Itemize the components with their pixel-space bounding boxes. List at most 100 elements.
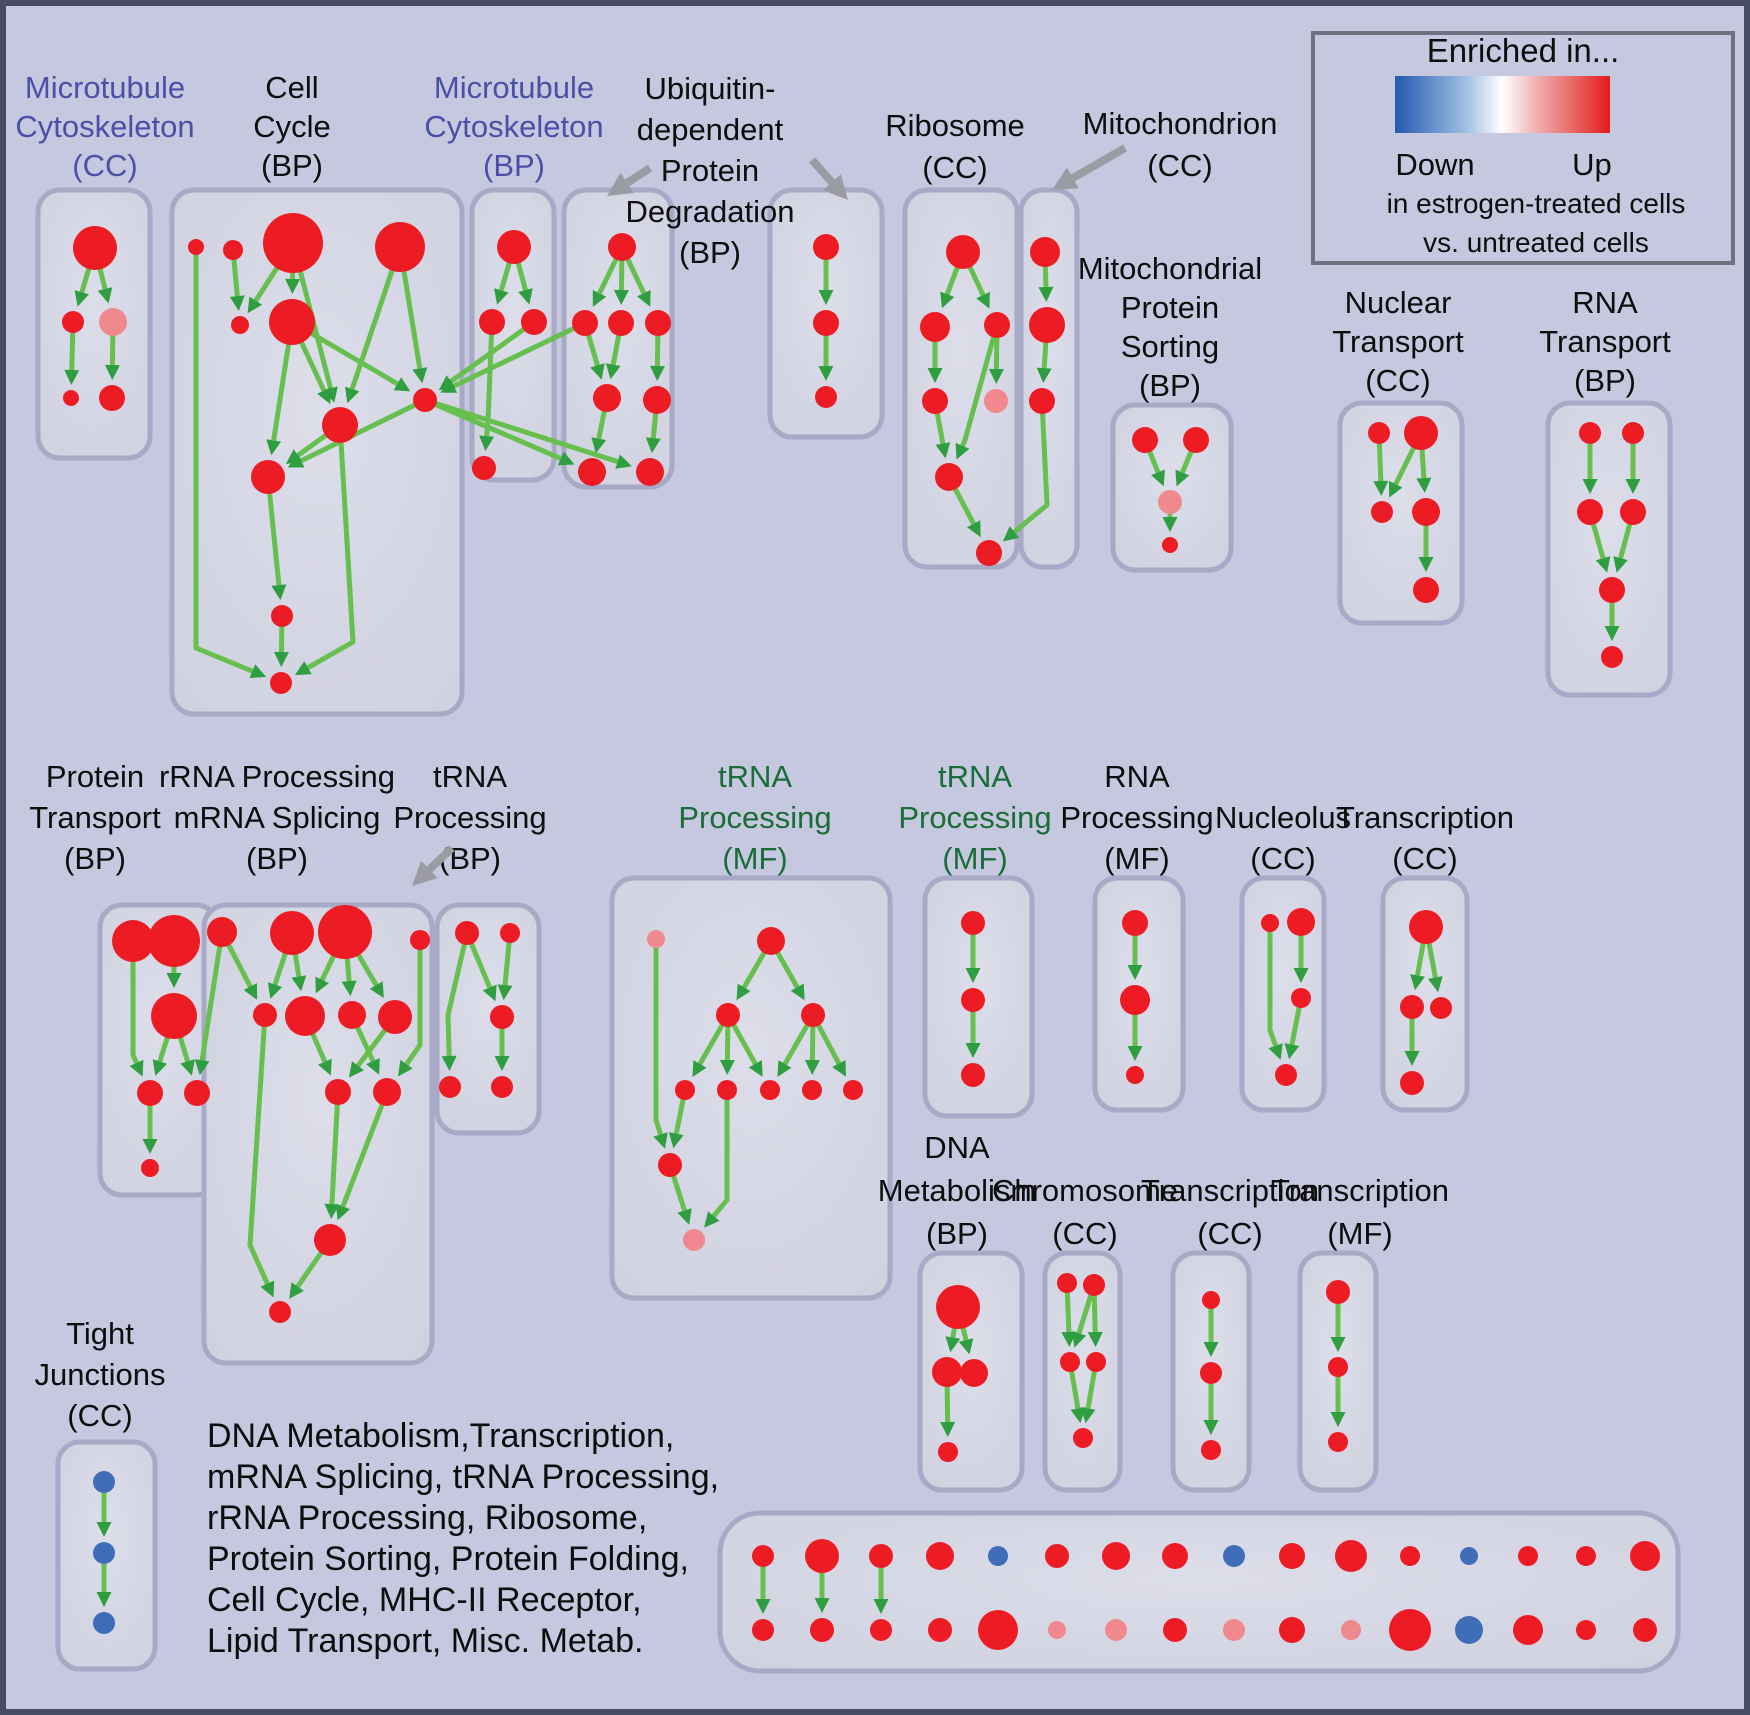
cluster-box-trna-processing-bp xyxy=(434,902,542,1136)
edge-arrow-head xyxy=(289,1282,304,1299)
go-term-node xyxy=(500,923,520,943)
note-text-line: Protein Sorting, Protein Folding, xyxy=(207,1540,689,1578)
edge-arrow-head xyxy=(1595,556,1611,573)
go-term-node xyxy=(636,458,664,486)
go-term-node xyxy=(572,310,598,336)
go-term-node xyxy=(62,311,84,333)
go-term-node xyxy=(479,309,505,335)
edge-arrow xyxy=(340,1091,390,1208)
go-term-node xyxy=(413,388,437,412)
edge-arrow-head xyxy=(965,968,981,983)
cluster-label: Mitochondrion xyxy=(1083,106,1278,141)
edge-arrow-head xyxy=(479,435,495,452)
go-term-node xyxy=(716,1003,740,1027)
strip-node-top xyxy=(869,1544,893,1568)
legend-title: Enriched in... xyxy=(1427,32,1620,69)
cluster-label: Ubiquitin- xyxy=(645,71,776,106)
go-term-node xyxy=(1328,1432,1348,1452)
edge-arrow-head xyxy=(940,1421,956,1438)
note-text-line: Lipid Transport, Misc. Metab. xyxy=(207,1622,644,1660)
go-term-node xyxy=(1158,490,1182,514)
cluster-label: Processing xyxy=(898,800,1051,835)
edge-arrow-head xyxy=(1036,367,1052,384)
edge-arrow-head xyxy=(260,1280,275,1298)
edge-arrow-head xyxy=(1080,1407,1096,1424)
strip-node-top xyxy=(1279,1543,1305,1569)
edge-arrow xyxy=(445,932,470,1057)
go-term-node xyxy=(1404,416,1438,450)
go-term-node xyxy=(932,1357,962,1387)
go-term-node xyxy=(1275,1064,1297,1086)
cluster-box-nuclear-transport-cc xyxy=(1337,400,1465,626)
edge-arrow-head xyxy=(653,1132,668,1149)
go-term-node xyxy=(717,1080,737,1100)
cluster-label: Processing xyxy=(393,800,546,835)
go-term-node xyxy=(961,911,985,935)
label-callout-arrow-head xyxy=(1052,167,1079,190)
cluster-label: Cycle xyxy=(253,109,331,144)
cluster-label: Transcription xyxy=(1141,1173,1319,1208)
cluster-label: mRNA Splicing xyxy=(174,800,381,835)
edge-arrow-head xyxy=(494,1056,510,1071)
go-term-node xyxy=(1202,1291,1220,1309)
go-term-node xyxy=(675,1080,695,1100)
edge-arrow-head xyxy=(366,1057,380,1075)
go-term-node xyxy=(1599,577,1625,603)
go-term-node xyxy=(1183,427,1209,453)
cluster-label: (CC) xyxy=(1392,841,1457,876)
strip-node-top xyxy=(988,1546,1008,1566)
cross-cluster-edge-arrow-head xyxy=(1002,526,1020,542)
edge-arrow-head xyxy=(494,288,509,305)
go-term-node xyxy=(410,930,430,950)
edge-arrow-head xyxy=(1373,480,1389,497)
edge-arrow-head xyxy=(341,980,357,997)
cluster-label: (CC) xyxy=(1197,1216,1262,1251)
note-text-line: mRNA Splicing, tRNA Processing, xyxy=(207,1458,719,1496)
cluster-label: Transport xyxy=(1539,324,1671,359)
go-term-node xyxy=(137,1080,163,1106)
strip-node-bottom xyxy=(1513,1615,1543,1645)
go-term-node xyxy=(813,310,839,336)
edge-arrow xyxy=(247,1014,270,1285)
edge-arrow-head xyxy=(1175,469,1190,487)
edge-arrow-head xyxy=(397,1059,413,1077)
go-term-node xyxy=(578,458,606,486)
go-term-node xyxy=(608,310,634,336)
cluster-label: Cell xyxy=(265,70,318,105)
go-term-node xyxy=(141,1159,159,1177)
edge-arrow-head xyxy=(1293,968,1309,983)
go-term-node xyxy=(961,1063,985,1087)
edge-arrow-head xyxy=(324,1203,340,1220)
go-term-node xyxy=(207,917,237,947)
strip-node-bottom xyxy=(1279,1617,1305,1643)
go-term-node xyxy=(1162,537,1178,553)
cluster-label: Metabolism xyxy=(878,1173,1037,1208)
go-term-node xyxy=(658,1153,682,1177)
edge-arrow xyxy=(711,1090,730,1218)
go-term-node xyxy=(801,1003,825,1027)
go-term-node xyxy=(976,540,1002,566)
go-term-node xyxy=(269,1301,291,1323)
note-text-line: Cell Cycle, MHC-II Receptor, xyxy=(207,1581,642,1619)
cluster-label: (BP) xyxy=(246,841,308,876)
go-term-node xyxy=(645,310,671,336)
edge-arrow xyxy=(193,247,254,674)
edge-arrow-head xyxy=(335,1203,350,1221)
go-term-node xyxy=(843,1080,863,1100)
strip-node-top xyxy=(1576,1546,1596,1566)
go-term-node xyxy=(683,1229,705,1251)
go-term-node xyxy=(960,1359,988,1387)
cluster-label: Junctions xyxy=(35,1357,166,1392)
go-term-node xyxy=(1086,1352,1106,1372)
edge-arrow xyxy=(329,1091,341,1205)
edge-arrow xyxy=(960,324,1000,447)
cluster-label: (CC) xyxy=(67,1398,132,1433)
edge-arrow-head xyxy=(97,287,113,304)
edge-arrow-head xyxy=(704,1211,720,1228)
label-callout-arrow-head xyxy=(607,172,634,196)
go-term-node xyxy=(472,456,496,480)
edge-arrow-head xyxy=(1416,477,1432,494)
go-term-node xyxy=(935,463,963,491)
edge-arrow xyxy=(653,939,663,1136)
